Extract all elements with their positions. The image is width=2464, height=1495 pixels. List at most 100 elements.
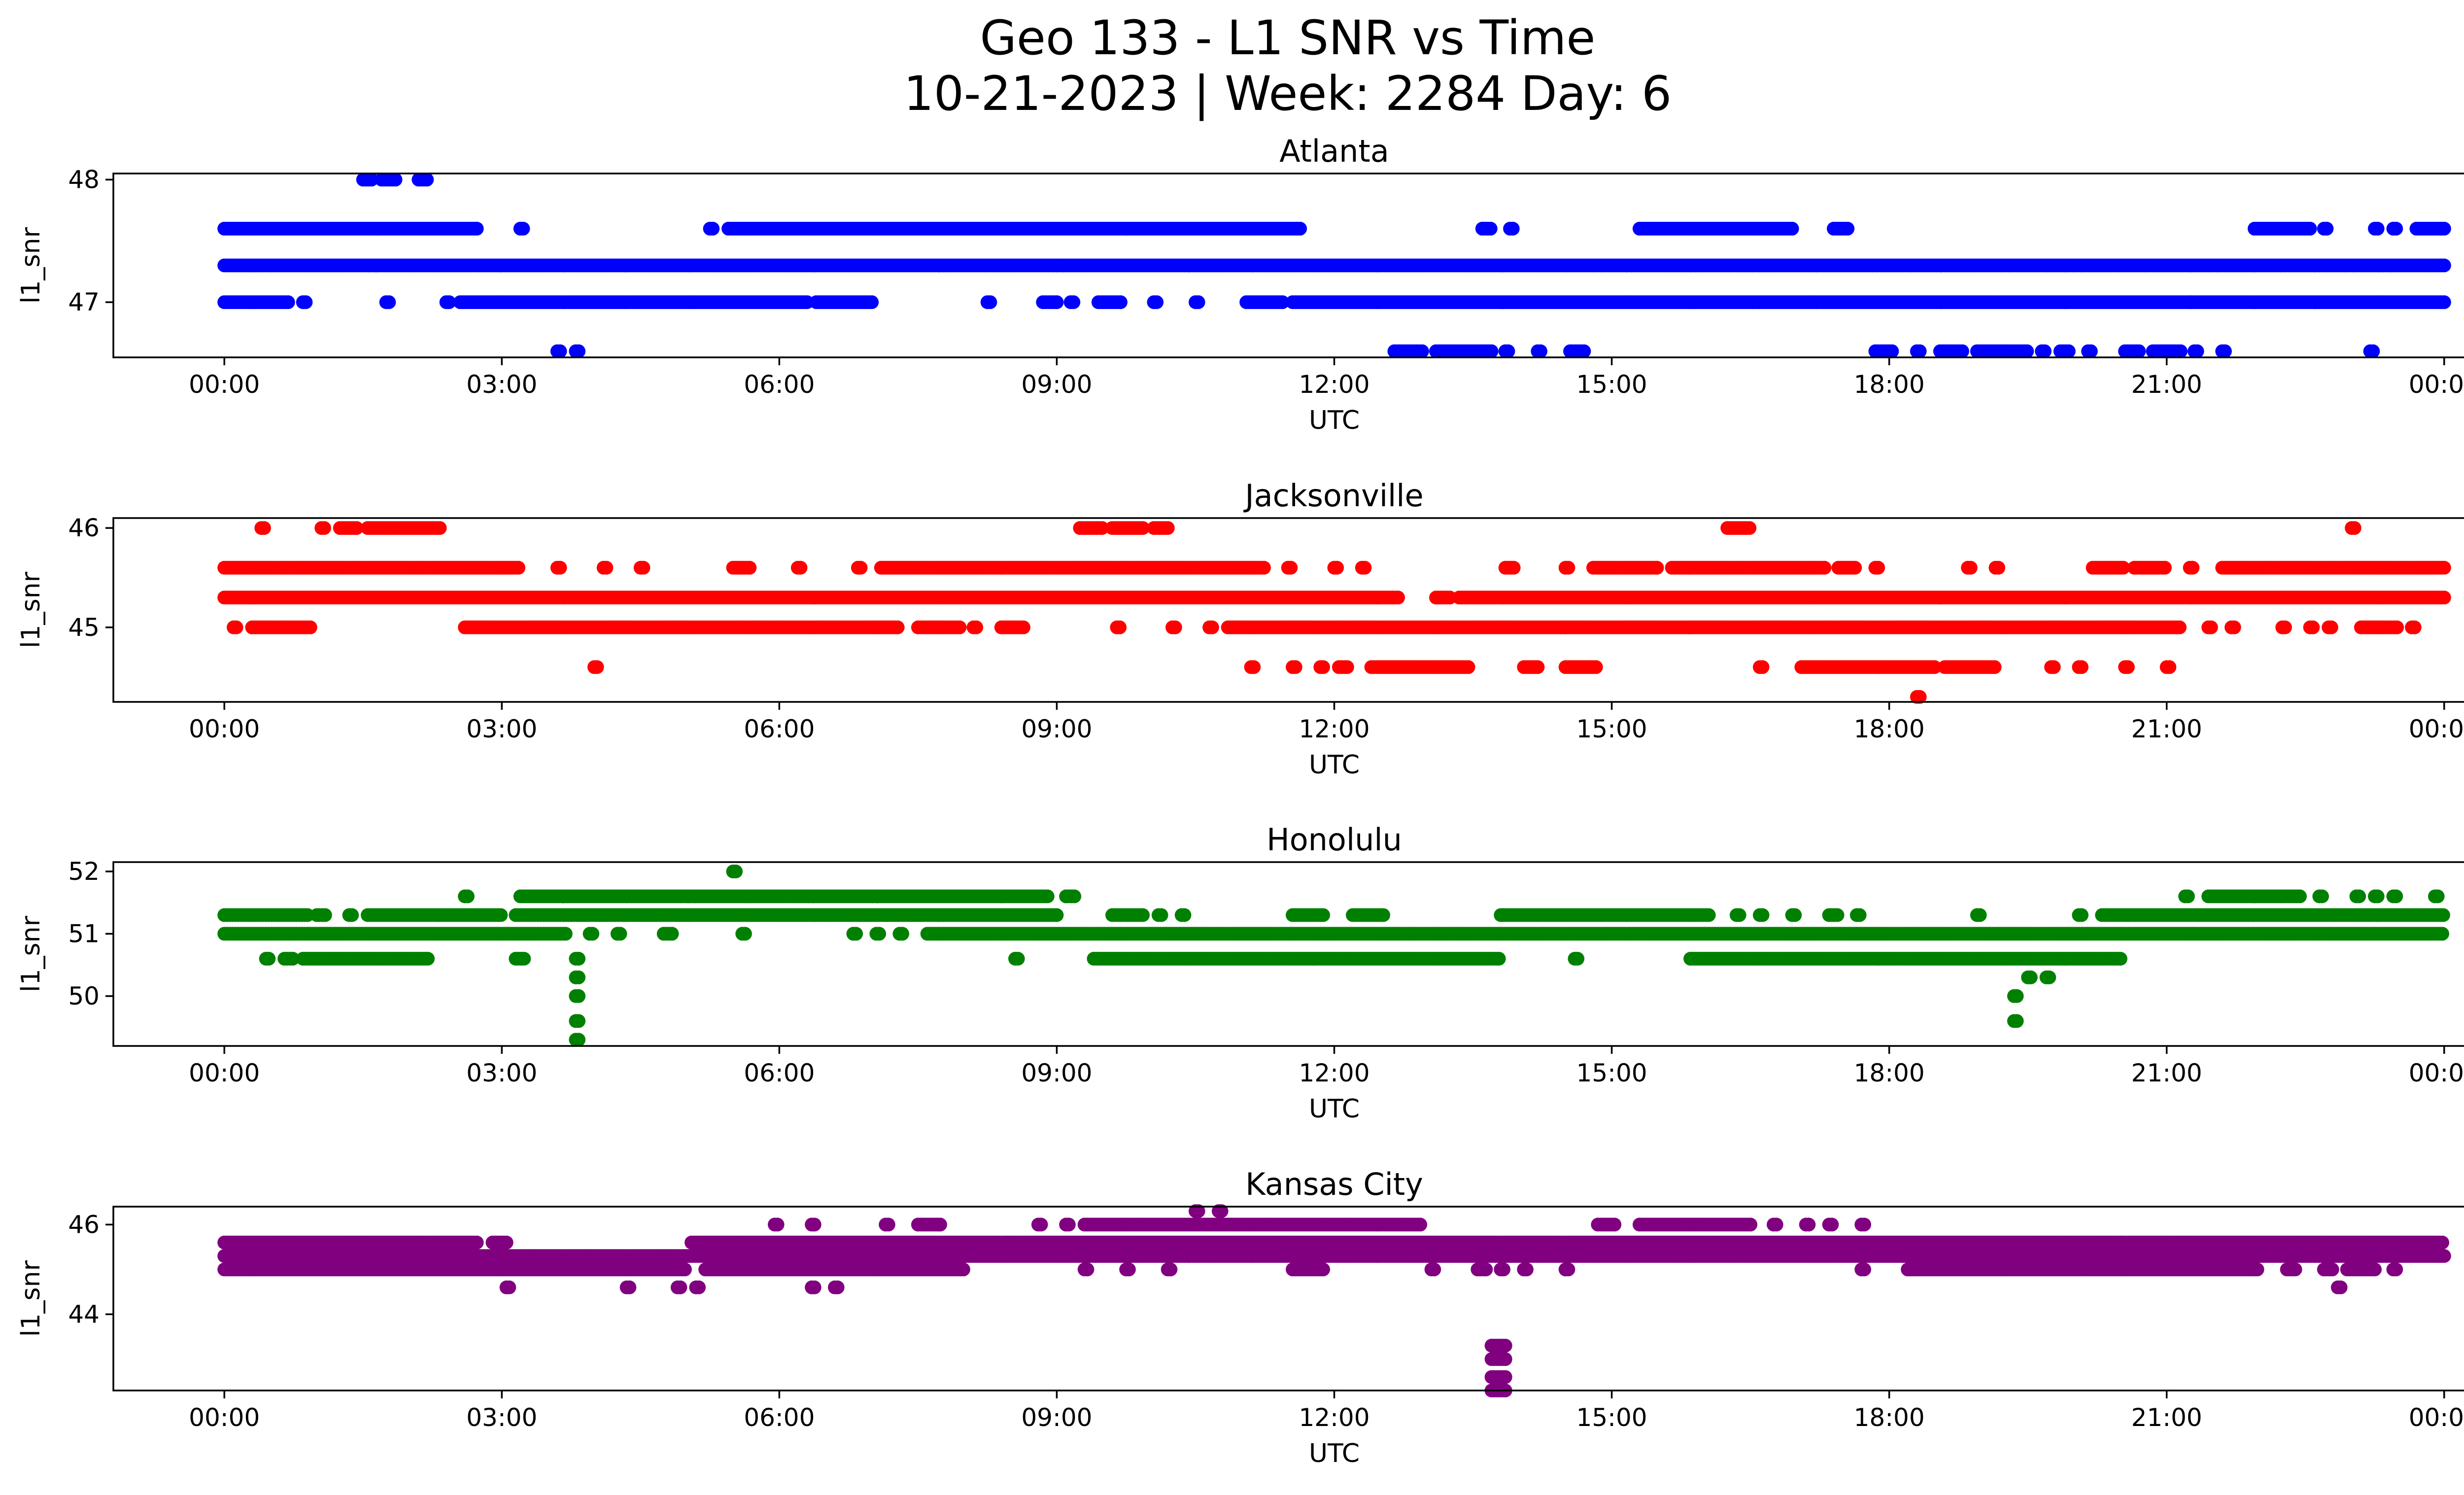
data-point [2366,344,2380,358]
data-point [2293,889,2307,904]
data-point [2158,560,2172,575]
x-tick-label: 21:00 [2131,715,2202,743]
data-point [1650,560,1664,575]
data-point [1284,560,1298,575]
data-point [1506,221,1520,236]
data-point [1293,221,1307,236]
y-tick-label: 47 [68,288,100,316]
data-point [1991,560,2006,575]
x-tick-label: 03:00 [466,370,537,399]
data-point [1830,908,1845,922]
data-point [1316,660,1330,674]
data-point [2389,221,2403,236]
data-point [1113,620,1127,634]
data-point [1050,295,1064,310]
data-point [572,344,586,358]
data-point [729,865,743,878]
data-point [1785,221,1799,236]
panel-title: Jacksonville [1243,478,1423,514]
data-point [1506,560,1521,575]
data-point [1316,908,1330,922]
data-point [1050,908,1064,922]
data-point [1501,344,1515,358]
data-point [2407,620,2422,634]
data-point [1589,660,1603,674]
data-point [318,908,332,922]
data-point [2173,344,2188,358]
data-point [983,295,997,310]
data-point [553,560,567,575]
data-point [1702,908,1716,922]
data-point [1743,521,1757,535]
data-point [2303,221,2317,236]
data-point [1788,908,1802,922]
data-point [1913,344,1927,358]
x-tick-label: 12:00 [1299,715,1369,743]
x-tick-label: 06:00 [744,715,815,743]
data-point [512,560,526,575]
data-point [743,560,757,575]
data-point [281,295,295,310]
data-point [2347,521,2361,535]
data-point [2075,660,2088,674]
data-point [2227,620,2241,634]
data-point [706,221,720,236]
data-point [2162,660,2177,674]
data-point [890,620,905,634]
data-point [1358,560,1372,575]
data-point [1257,560,1271,575]
x-axis-label: UTC [1309,750,1360,780]
data-point [1136,908,1150,922]
data-point [1871,560,1885,575]
data-point [2038,344,2052,358]
x-tick-label: 09:00 [1021,715,1092,743]
data-point [1066,295,1081,310]
data-point [2436,908,2450,922]
data-point [1534,344,1547,358]
data-point [420,173,434,187]
data-point [2173,620,2187,634]
data-point [793,560,808,575]
data-point [1168,620,1182,634]
data-point [1963,560,1978,575]
data-point [1391,591,1405,605]
data-point [1340,660,1354,674]
data-point [969,620,984,634]
x-tick-label: 09:00 [1021,370,1092,399]
data-point [2370,221,2385,236]
data-point [854,560,868,575]
data-point [2278,620,2292,634]
x-tick-label: 00:00 [2409,715,2464,743]
data-point [636,560,650,575]
data-point [1848,560,1862,575]
x-tick-label: 15:00 [1576,370,1647,399]
data-point [2390,620,2404,634]
y-tick-label: 45 [68,613,100,642]
data-point [1461,660,1475,674]
data-point [1841,221,1855,236]
figure-title: Geo 133 - L1 SNR vs Time [980,10,1596,66]
data-point [1755,908,1770,922]
data-point [1150,295,1164,310]
data-point [2320,221,2334,236]
data-point [2218,344,2232,358]
x-tick-label: 00:00 [189,715,260,743]
figure-subtitle: 10-21-2023 | Week: 2284 Day: 6 [904,66,1672,122]
panel-title: Atlanta [1279,133,1389,169]
x-tick-label: 00:00 [189,370,260,399]
data-point [1016,620,1030,634]
data-point [2370,889,2385,904]
data-point [364,173,378,187]
data-point [1330,560,1344,575]
data-point [1113,295,1128,310]
data-point [470,221,484,236]
data-point [1177,908,1192,922]
data-point [388,173,403,187]
y-axis-label: l1_snr [16,227,46,304]
data-point [382,295,396,310]
data-point [2437,591,2451,605]
scatter-series [217,865,2450,1047]
data-point [257,521,271,535]
data-point [2020,344,2034,358]
